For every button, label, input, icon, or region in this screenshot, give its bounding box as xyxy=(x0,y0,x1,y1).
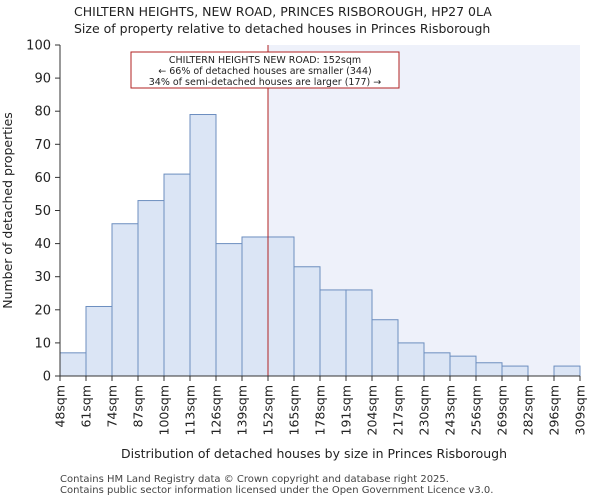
bar-178sqm xyxy=(319,289,347,377)
chart-subtitle: Size of property relative to detached ho… xyxy=(74,21,491,36)
bar-126sqm xyxy=(215,243,243,377)
footer-copyright: Contains HM Land Registry data © Crown c… xyxy=(60,474,449,485)
x-tick-label: 61sqm xyxy=(79,385,94,428)
annotation-box xyxy=(130,51,400,89)
y-tick-label: 70 xyxy=(34,138,51,153)
footer-licence: Contains public sector information licen… xyxy=(60,485,494,496)
bar-217sqm xyxy=(397,342,425,377)
bar-296sqm xyxy=(553,365,581,377)
x-ticks-group: 48sqm 61sqm 74sqm 87sqm 100sqm 113sqm 126sqm 13… xyxy=(53,376,588,435)
annotation-line-3: 34% of semi-detached houses are larger (… xyxy=(149,77,382,88)
x-tick-label: 87sqm xyxy=(131,385,146,428)
x-tick-label: 230sqm xyxy=(417,385,432,435)
x-tick-label: 191sqm xyxy=(339,385,354,435)
x-tick-label: 269sqm xyxy=(495,385,510,435)
y-tick-label: 80 xyxy=(34,105,51,120)
x-tick-label: 48sqm xyxy=(53,385,68,428)
bars-group xyxy=(59,114,581,377)
x-tick-label: 256sqm xyxy=(469,385,484,435)
y-axis-label: Number of detached properties xyxy=(0,112,15,309)
bar-204sqm xyxy=(371,319,399,377)
bar-139sqm xyxy=(241,236,269,377)
y-ticks-group: 0 10 20 30 40 50 60 70 80 90 100 xyxy=(26,39,60,385)
x-tick-label: 139sqm xyxy=(235,385,250,435)
bar-230sqm xyxy=(423,352,451,377)
y-tick-label: 40 xyxy=(34,237,51,252)
bar-243sqm xyxy=(449,355,477,377)
x-tick-label: 282sqm xyxy=(521,385,536,435)
y-tick-label: 90 xyxy=(34,72,51,87)
x-tick-label: 152sqm xyxy=(261,385,276,435)
annotation-line-1: CHILTERN HEIGHTS NEW ROAD: 152sqm xyxy=(169,55,361,66)
annotation-line-2: ← 66% of detached houses are smaller (34… xyxy=(158,66,371,77)
y-tick-label: 10 xyxy=(34,336,51,351)
x-tick-label: 113sqm xyxy=(183,385,198,435)
bar-87sqm xyxy=(137,200,165,377)
x-tick-label: 309sqm xyxy=(573,385,588,435)
bar-191sqm xyxy=(345,289,373,377)
y-tick-label: 100 xyxy=(26,39,51,54)
chart-title: CHILTERN HEIGHTS, NEW ROAD, PRINCES RISB… xyxy=(74,4,492,19)
bar-269sqm xyxy=(501,365,529,377)
x-tick-label: 178sqm xyxy=(313,385,328,435)
y-tick-label: 0 xyxy=(43,370,51,385)
bar-152sqm xyxy=(267,236,295,377)
x-tick-label: 296sqm xyxy=(547,385,562,435)
x-tick-label: 74sqm xyxy=(105,385,120,428)
bar-113sqm xyxy=(189,114,217,377)
x-tick-label: 165sqm xyxy=(287,385,302,435)
y-tick-label: 60 xyxy=(34,171,51,186)
y-tick-label: 50 xyxy=(34,204,51,219)
bar-48sqm xyxy=(59,352,87,377)
bar-61sqm xyxy=(85,305,113,377)
y-tick-label: 20 xyxy=(34,303,51,318)
bar-100sqm xyxy=(163,173,191,377)
x-tick-label: 243sqm xyxy=(443,385,458,435)
x-tick-label: 100sqm xyxy=(157,385,172,435)
x-tick-label: 204sqm xyxy=(365,385,380,435)
bar-256sqm xyxy=(475,362,503,377)
x-tick-label: 126sqm xyxy=(209,385,224,435)
x-axis-label: Distribution of detached houses by size … xyxy=(121,446,507,461)
bar-74sqm xyxy=(111,223,139,377)
chart-canvas: 0 10 20 30 40 50 60 70 80 90 100 48sqm 61sqm 74sqm 87… xyxy=(0,39,588,462)
y-tick-label: 30 xyxy=(34,270,51,285)
x-tick-label: 217sqm xyxy=(391,385,406,435)
bar-165sqm xyxy=(293,266,321,377)
